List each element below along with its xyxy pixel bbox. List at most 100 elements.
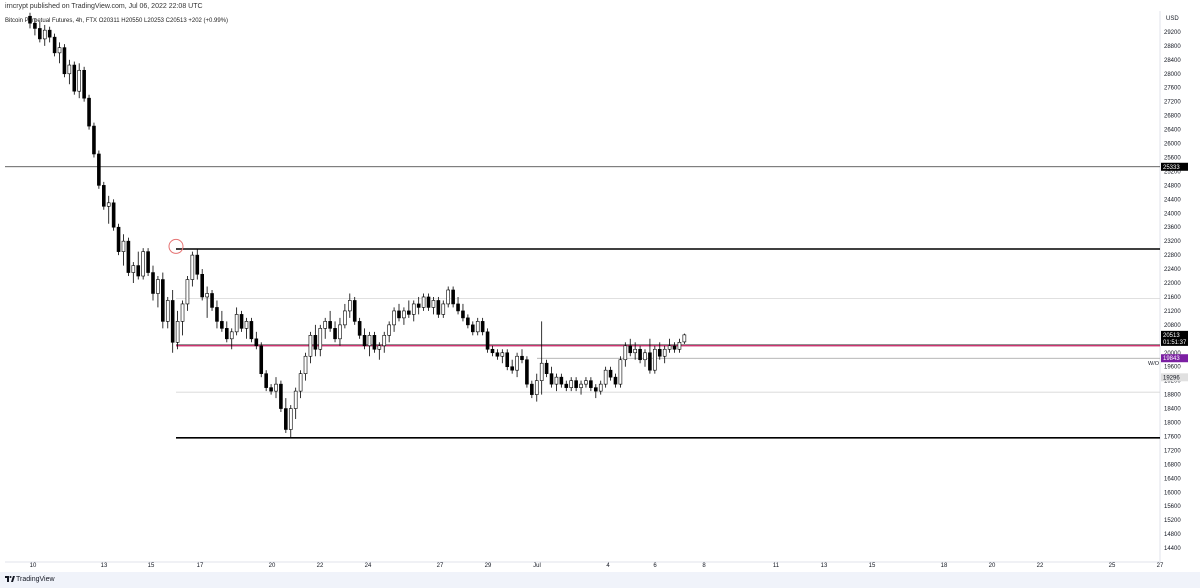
candle-body[interactable] xyxy=(653,348,657,371)
candle-body[interactable] xyxy=(313,335,318,350)
candle-body[interactable] xyxy=(436,300,441,315)
candle-body[interactable] xyxy=(608,369,613,378)
candle-body[interactable] xyxy=(136,265,141,277)
candle-body[interactable] xyxy=(530,383,534,395)
candle-body[interactable] xyxy=(372,335,377,350)
candle-body[interactable] xyxy=(574,380,578,388)
candle-body[interactable] xyxy=(431,300,436,308)
candle-body[interactable] xyxy=(441,303,446,315)
candle-body[interactable] xyxy=(185,279,190,305)
candle-body[interactable] xyxy=(589,380,593,388)
candle-body[interactable] xyxy=(77,69,81,92)
candle-body[interactable] xyxy=(195,254,200,275)
candle-body[interactable] xyxy=(657,348,662,357)
candle-body[interactable] xyxy=(279,383,283,409)
price-chart[interactable]: USD 29200 28800 28400 28000 27600 27200 26800 26… xyxy=(0,0,1200,572)
candle-body[interactable] xyxy=(549,373,554,385)
candle-body[interactable] xyxy=(382,335,387,347)
candle-body[interactable] xyxy=(131,265,136,273)
candle-body[interactable] xyxy=(62,47,67,75)
candle-body[interactable] xyxy=(161,279,165,322)
candle-body[interactable] xyxy=(293,390,298,409)
candle-body[interactable] xyxy=(648,352,652,371)
candle-body[interactable] xyxy=(623,345,628,361)
candle-body[interactable] xyxy=(426,296,431,308)
candle-body[interactable] xyxy=(97,153,101,186)
candle-body[interactable] xyxy=(490,348,495,354)
candle-body[interactable] xyxy=(466,317,470,326)
candle-body[interactable] xyxy=(92,125,96,155)
candle-body[interactable] xyxy=(170,300,175,343)
candle-body[interactable] xyxy=(151,272,155,294)
candle-body[interactable] xyxy=(229,331,234,340)
candle-body[interactable] xyxy=(672,345,677,350)
candle-body[interactable] xyxy=(215,307,219,322)
candle-body[interactable] xyxy=(638,348,642,361)
candle-body[interactable] xyxy=(362,335,367,347)
candle-body[interactable] xyxy=(470,324,475,333)
candle-body[interactable] xyxy=(33,22,37,29)
candle-body[interactable] xyxy=(343,310,347,326)
candle-body[interactable] xyxy=(682,334,687,343)
candle-body[interactable] xyxy=(667,345,672,350)
candle-body[interactable] xyxy=(234,314,239,333)
candle-body[interactable] xyxy=(102,185,106,207)
candle-body[interactable] xyxy=(569,380,574,388)
candle-body[interactable] xyxy=(210,293,214,308)
candle-body[interactable] xyxy=(284,408,288,430)
candle-body[interactable] xyxy=(333,328,337,340)
candle-body[interactable] xyxy=(318,328,323,350)
candle-body[interactable] xyxy=(402,310,406,319)
candle-body[interactable] xyxy=(475,321,480,333)
candle-body[interactable] xyxy=(200,273,204,298)
candle-body[interactable] xyxy=(28,15,32,24)
candle-body[interactable] xyxy=(175,321,180,343)
candle-body[interactable] xyxy=(643,352,647,361)
tradingview-logo-icon[interactable] xyxy=(5,575,15,583)
candle-body[interactable] xyxy=(111,202,116,228)
candle-body[interactable] xyxy=(421,296,426,308)
candle-body[interactable] xyxy=(288,408,293,430)
candle-body[interactable] xyxy=(249,321,254,340)
candle-body[interactable] xyxy=(446,289,451,305)
candle-body[interactable] xyxy=(579,383,583,388)
candle-body[interactable] xyxy=(274,383,278,392)
candle-body[interactable] xyxy=(633,348,637,354)
candle-body[interactable] xyxy=(338,324,342,340)
candle-body[interactable] xyxy=(520,355,524,361)
candle-body[interactable] xyxy=(72,64,77,92)
candle-body[interactable] xyxy=(495,352,500,357)
candle-body[interactable] xyxy=(220,321,224,329)
candle-body[interactable] xyxy=(357,321,362,336)
candle-body[interactable] xyxy=(480,321,485,333)
candle-body[interactable] xyxy=(598,383,603,392)
candle-body[interactable] xyxy=(225,328,229,340)
candle-body[interactable] xyxy=(584,380,588,385)
candle-body[interactable] xyxy=(308,335,313,357)
candle-body[interactable] xyxy=(456,303,460,312)
candle-body[interactable] xyxy=(141,251,145,277)
candle-body[interactable] xyxy=(564,383,569,388)
candle-body[interactable] xyxy=(269,387,273,392)
candle-body[interactable] xyxy=(628,345,633,354)
candle-body[interactable] xyxy=(554,376,559,385)
candle-body[interactable] xyxy=(500,352,505,357)
candle-body[interactable] xyxy=(82,69,86,99)
candle-body[interactable] xyxy=(539,362,544,381)
candle-body[interactable] xyxy=(116,226,121,252)
candle-body[interactable] xyxy=(328,321,332,329)
candle-body[interactable] xyxy=(603,369,608,385)
candle-body[interactable] xyxy=(347,300,352,312)
candle-body[interactable] xyxy=(515,355,519,371)
candle-body[interactable] xyxy=(298,373,303,392)
candle-body[interactable] xyxy=(259,345,264,374)
candle-body[interactable] xyxy=(244,321,249,329)
candle-body[interactable] xyxy=(677,341,682,350)
candle-body[interactable] xyxy=(323,321,328,329)
candle-body[interactable] xyxy=(387,324,391,336)
candle-body[interactable] xyxy=(303,355,308,374)
price-axis-area[interactable] xyxy=(1160,0,1200,572)
candle-body[interactable] xyxy=(38,28,42,40)
candle-body[interactable] xyxy=(392,310,396,326)
candle-body[interactable] xyxy=(67,64,72,75)
